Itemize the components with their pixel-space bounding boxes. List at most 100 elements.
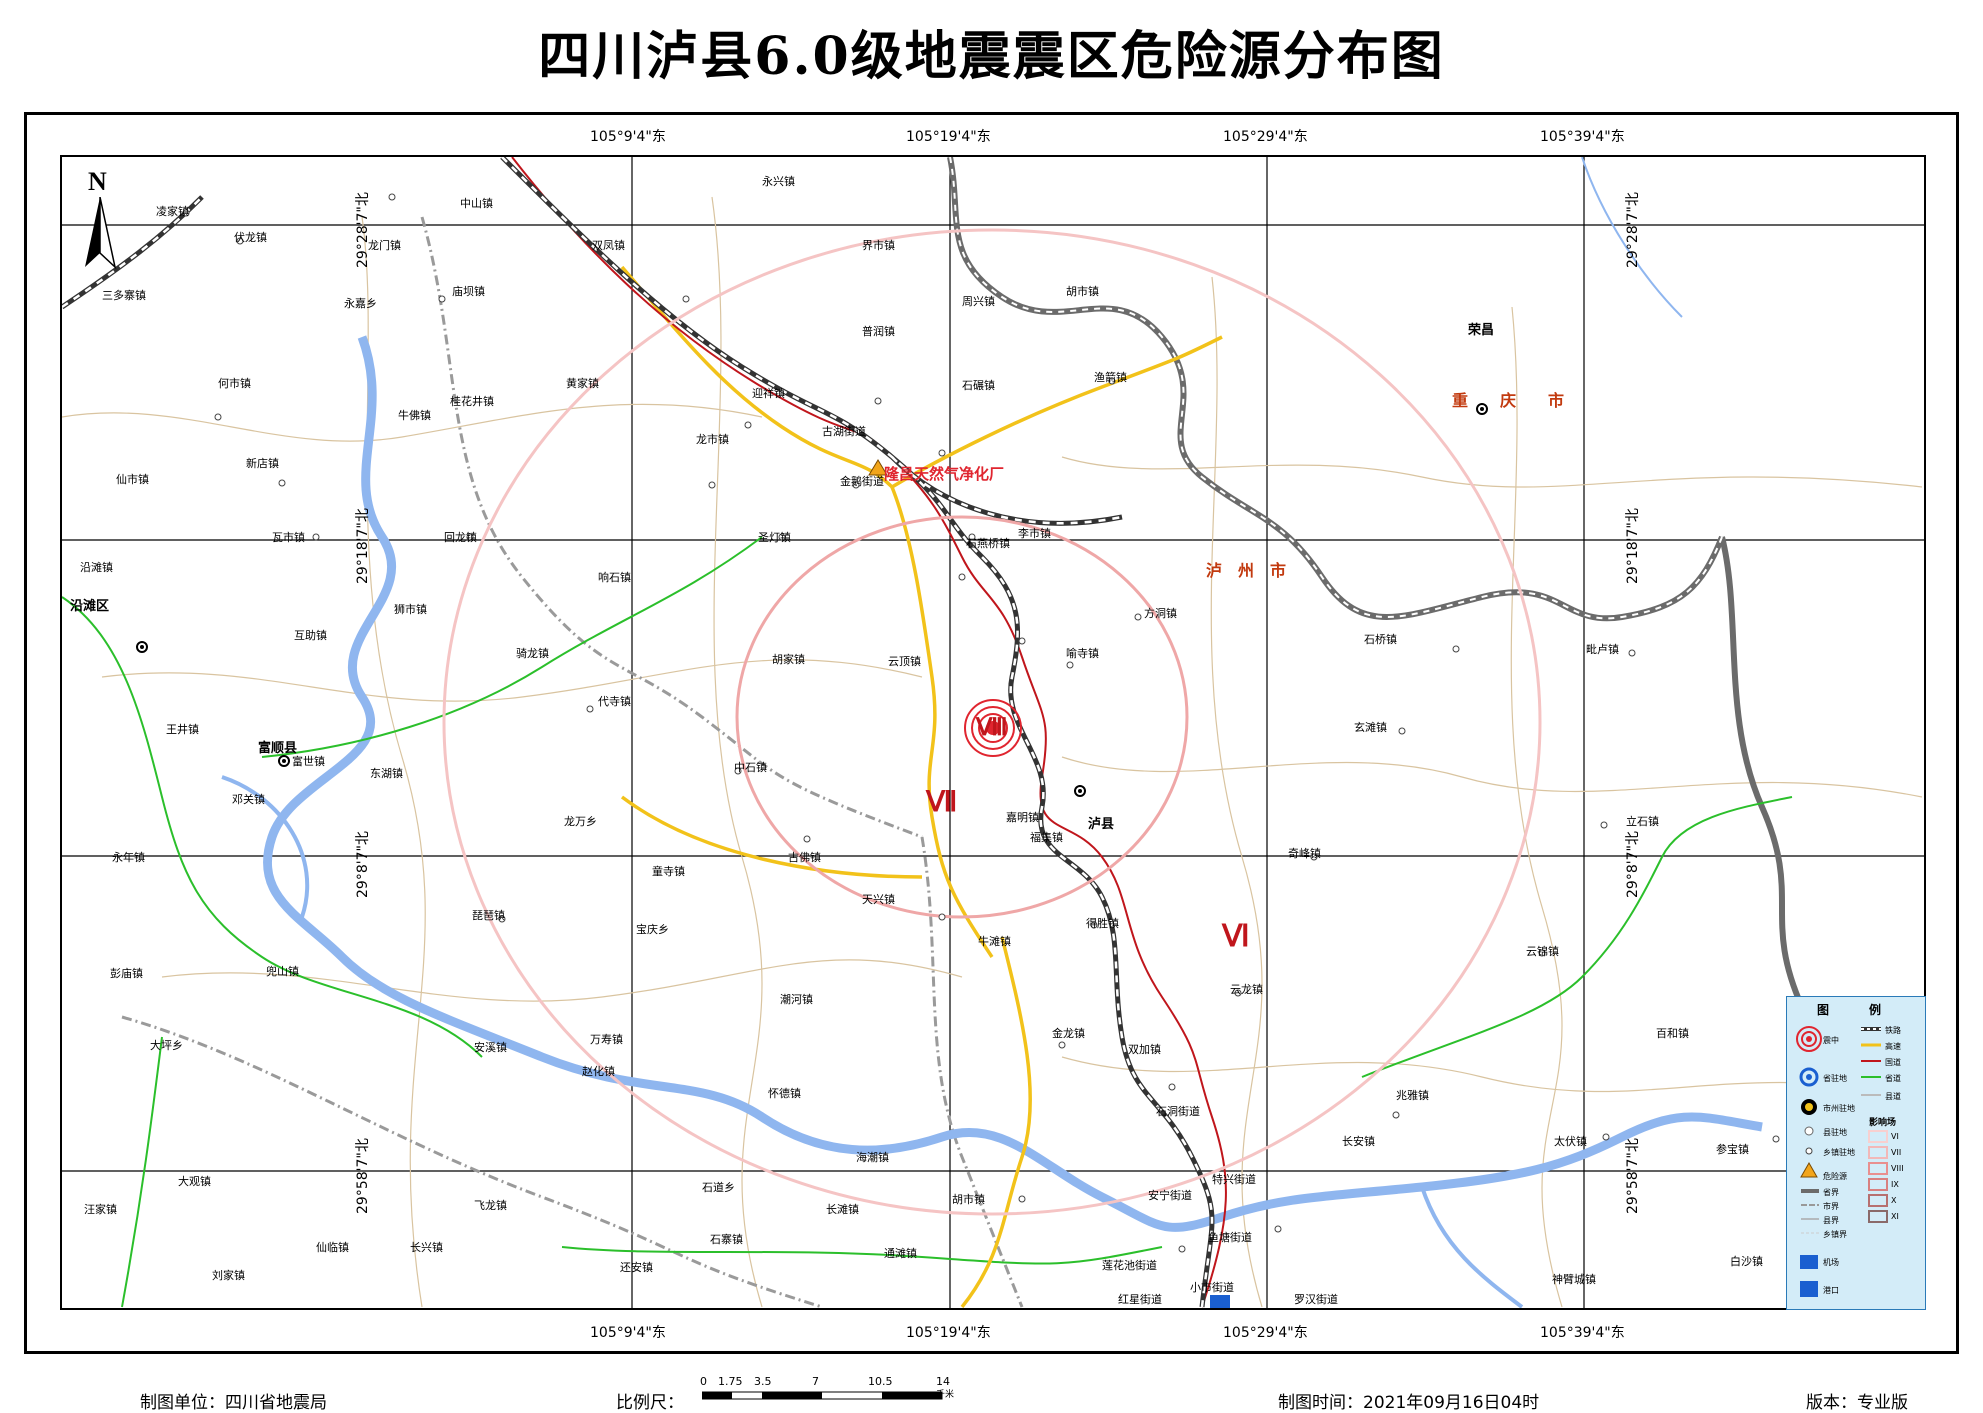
legend-intensity-ix: IX xyxy=(1891,1180,1899,1189)
scale-tick-0: 0 xyxy=(700,1375,707,1388)
town-label: 李市镇 xyxy=(1018,527,1051,540)
lat-label-left-2: 29°18'7"北 xyxy=(355,508,371,584)
legend-intensity-viii: VIII xyxy=(1891,1164,1904,1173)
label-luzhou: 泸 州 市 xyxy=(1206,561,1287,580)
town-label: 金龙镇 xyxy=(1052,1027,1085,1040)
legend-label-provincial-road: 省道 xyxy=(1885,1074,1901,1083)
town-label: 瓦市镇 xyxy=(272,531,305,544)
town-label: 刘家镇 xyxy=(212,1269,245,1282)
town-label: 福集镇 xyxy=(1030,831,1063,844)
hazard-label: 隆昌天然气净化厂 xyxy=(884,465,1005,483)
town-label: 安溪镇 xyxy=(474,1041,507,1054)
town-label: 石寨镇 xyxy=(710,1233,743,1246)
town-label: 百和镇 xyxy=(1656,1027,1689,1040)
town-label: 古湖街道 xyxy=(822,425,866,438)
town-label: 永兴镇 xyxy=(762,175,795,188)
footer-time: 制图时间：2021年09月16日04时 xyxy=(1278,1393,1540,1413)
town-label: 琵琶镇 xyxy=(472,909,505,922)
town-label: 牛佛镇 xyxy=(398,409,431,422)
town-label: 长滩镇 xyxy=(826,1203,859,1216)
town-label: 龙市镇 xyxy=(696,433,729,446)
legend-label-town-seat: 乡镇驻地 xyxy=(1823,1148,1855,1157)
county-borders xyxy=(121,216,1024,1308)
town-label: 庙坝镇 xyxy=(452,285,485,298)
legend-label-county-road: 县道 xyxy=(1885,1092,1901,1101)
north-arrow: N xyxy=(80,167,120,277)
town-label: 云顶镇 xyxy=(888,655,921,668)
town-label: 龙门镇 xyxy=(368,239,401,252)
town-label: 赵化镇 xyxy=(582,1065,615,1078)
intensity-fields xyxy=(442,228,1542,1216)
town-label: 怀德镇 xyxy=(768,1087,801,1100)
town-label: 凌家镇 xyxy=(156,205,189,218)
lat-label-right-1: 29°28'7"北 xyxy=(1625,192,1641,268)
town-label: 海潮镇 xyxy=(856,1151,889,1164)
town-label: 伏龙镇 xyxy=(234,231,267,244)
legend-label-county-seat: 县驻地 xyxy=(1823,1128,1847,1137)
lon-label-bottom-4: 105°39'4"东 xyxy=(1540,1325,1625,1341)
legend-intensity-vi: VI xyxy=(1891,1132,1899,1141)
town-label: 渔箭镇 xyxy=(1094,371,1127,384)
lon-label-top-4: 105°39'4"东 xyxy=(1540,129,1625,145)
town-label: 双加镇 xyxy=(1128,1043,1161,1056)
town-label: 牛滩镇 xyxy=(978,935,1011,948)
town-label: 迎祥镇 xyxy=(752,387,785,400)
lon-label-top-1: 105°9'4"东 xyxy=(590,129,666,145)
town-label: 王井镇 xyxy=(166,723,199,736)
footer-scale-label: 比例尺： xyxy=(616,1393,684,1413)
town-label: 响石镇 xyxy=(598,571,631,584)
legend-label-epicenter: 震中 xyxy=(1823,1036,1839,1045)
town-label: 周兴镇 xyxy=(962,295,995,308)
legend-label-city-border: 市界 xyxy=(1823,1202,1839,1211)
rivers xyxy=(221,157,1763,1308)
town-label: 通滩镇 xyxy=(884,1247,917,1260)
town-label: 中石镇 xyxy=(734,761,767,774)
town-label: 立石镇 xyxy=(1626,815,1659,828)
intensity-vi-circle xyxy=(442,228,1542,1216)
town-label: 石桥镇 xyxy=(1364,633,1397,646)
town-label: 飞龙镇 xyxy=(474,1199,507,1212)
map-canvas xyxy=(62,157,1924,1308)
town-label: 互助镇 xyxy=(294,629,327,642)
town-label: 毗卢镇 xyxy=(1586,643,1619,656)
town-label: 石洞街道 xyxy=(1156,1105,1200,1118)
legend-intensity-x: X xyxy=(1891,1196,1897,1205)
town-label: 三多寨镇 xyxy=(102,289,146,302)
national-roads xyxy=(511,157,1227,1308)
map-area[interactable]: N 重 庆 市 泸 州 市 荣昌 泸县 富顺县 沿滩区 隆昌天然气净化厂 Ⅷ Ⅶ… xyxy=(60,155,1926,1310)
legend-title: 图 例 xyxy=(1816,1003,1895,1017)
town-label: 金鹅街道 xyxy=(840,475,884,488)
town-label: 还安镇 xyxy=(620,1261,653,1274)
town-label: 玄滩镇 xyxy=(1354,721,1387,734)
town-label: 沿滩镇 xyxy=(80,561,113,574)
town-label: 普润镇 xyxy=(862,325,895,338)
legend-symbols xyxy=(1796,1026,1888,1297)
town-label: 回龙镇 xyxy=(444,531,477,544)
town-label: 长兴镇 xyxy=(410,1241,443,1254)
lat-label-right-2: 29°18'7"北 xyxy=(1625,508,1641,584)
map-title: 四川泸县6.0级地震震区危险源分布图 xyxy=(538,26,1445,87)
scale-tick-4: 10.5 xyxy=(868,1375,893,1388)
town-label: 参宝镇 xyxy=(1716,1143,1749,1156)
intensity-vii-circle xyxy=(735,515,1189,919)
town-label: 桂花井镇 xyxy=(450,395,494,408)
town-label: 东湖镇 xyxy=(370,767,403,780)
town-label: 兆雅镇 xyxy=(1396,1089,1429,1102)
town-label: 童寺镇 xyxy=(652,865,685,878)
town-label: 彭庙镇 xyxy=(110,967,143,980)
town-label: 神臂城镇 xyxy=(1552,1273,1596,1286)
legend-label-intensity-field: 影响场 xyxy=(1869,1118,1897,1128)
town-label: 罗汉街道 xyxy=(1294,1293,1338,1306)
town-label: 新店镇 xyxy=(246,457,279,470)
town-label: 红星街道 xyxy=(1118,1293,1162,1306)
legend-label-town-border: 乡镇界 xyxy=(1823,1230,1847,1239)
intensity-label-vi: Ⅵ xyxy=(1222,920,1250,953)
town-label: 大坪乡 xyxy=(150,1039,183,1052)
town-label: 云锦镇 xyxy=(1526,945,1559,958)
lat-label-right-3: 29°8'7"北 xyxy=(1625,831,1641,898)
town-label: 宝庆乡 xyxy=(636,923,669,936)
town-label: 石碾镇 xyxy=(962,379,995,392)
town-label: 代寺镇 xyxy=(598,695,631,708)
scale-tick-3: 7 xyxy=(812,1375,819,1388)
scale-unit: 千米 xyxy=(936,1390,955,1400)
